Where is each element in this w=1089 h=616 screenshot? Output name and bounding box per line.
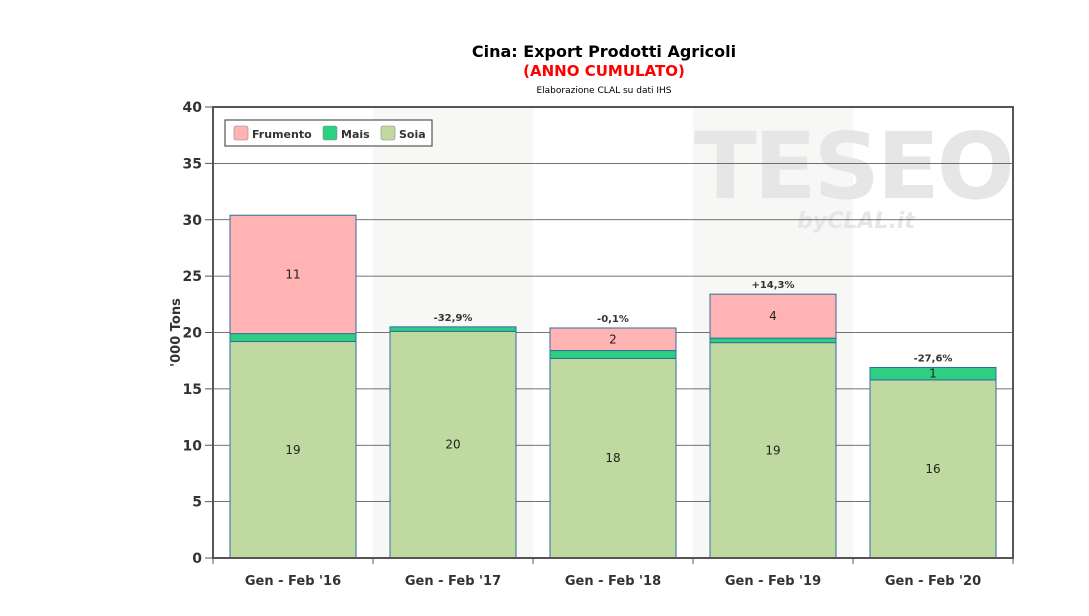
bar-value-label: 19 <box>765 443 780 457</box>
bar-value-label: 16 <box>925 462 940 476</box>
bar-segment-soia <box>709 342 837 559</box>
x-tick-label: Gen - Feb '16 <box>245 574 341 589</box>
bar-value-label: 18 <box>605 451 620 465</box>
y-tick-label: 20 <box>183 326 203 342</box>
bar-segment-soia <box>869 379 997 559</box>
watermark-main: TESEO <box>694 113 1012 220</box>
bar-segment-frumento <box>549 327 677 352</box>
change-label: +14,3% <box>751 280 794 291</box>
legend-label-frumento: Frumento <box>252 128 312 141</box>
legend-swatch-frumento <box>233 125 249 141</box>
bar-value-label: 20 <box>445 438 460 452</box>
change-label: -27,6% <box>914 353 953 364</box>
bar-segment-mais <box>389 326 517 332</box>
bar-segment-mais <box>229 333 357 343</box>
bar-value-label: 19 <box>285 443 300 457</box>
y-tick-label: 0 <box>192 551 202 567</box>
change-label: -0,1% <box>597 314 629 325</box>
bar-segment-mais <box>549 350 677 359</box>
bar-value-label: 11 <box>285 267 300 281</box>
y-tick-label: 30 <box>183 213 203 229</box>
plot-frame <box>212 106 1014 559</box>
legend-label-mais: Mais <box>341 128 370 141</box>
chart-title: Cina: Export Prodotti Agricoli <box>472 42 736 61</box>
bar-value-label: 4 <box>769 309 777 323</box>
y-tick-label: 35 <box>183 156 202 172</box>
legend-swatch-mais <box>322 125 338 141</box>
change-label: -32,9% <box>434 313 473 324</box>
bar-segment-mais <box>709 337 837 344</box>
x-tick-label: Gen - Feb '17 <box>405 574 501 589</box>
source-note: Elaborazione CLAL su dati IHS <box>536 86 671 96</box>
x-tick-label: Gen - Feb '20 <box>885 574 981 589</box>
y-tick-label: 10 <box>183 438 203 454</box>
bar-segment-mais <box>869 366 997 381</box>
y-tick-label: 40 <box>183 100 203 116</box>
x-tick-label: Gen - Feb '18 <box>565 574 661 589</box>
bar-value-label: 1 <box>929 367 937 381</box>
bar-segment-frumento <box>709 293 837 339</box>
bar-value-label: 2 <box>609 332 617 346</box>
bar-segment-frumento <box>229 214 357 335</box>
x-tick-label: Gen - Feb '19 <box>725 574 821 589</box>
bar-segment-soia <box>549 357 677 559</box>
legend-swatch-soia <box>380 125 396 141</box>
chart-subtitle: (ANNO CUMULATO) <box>523 62 685 80</box>
watermark-sub: byCLAL.it <box>797 209 916 234</box>
y-tick-label: 5 <box>192 495 202 511</box>
legend-label-soia: Soia <box>399 128 426 141</box>
y-tick-label: 25 <box>183 269 202 285</box>
y-tick-label: 15 <box>183 382 202 398</box>
y-axis-label: '000 Tons <box>169 298 184 367</box>
